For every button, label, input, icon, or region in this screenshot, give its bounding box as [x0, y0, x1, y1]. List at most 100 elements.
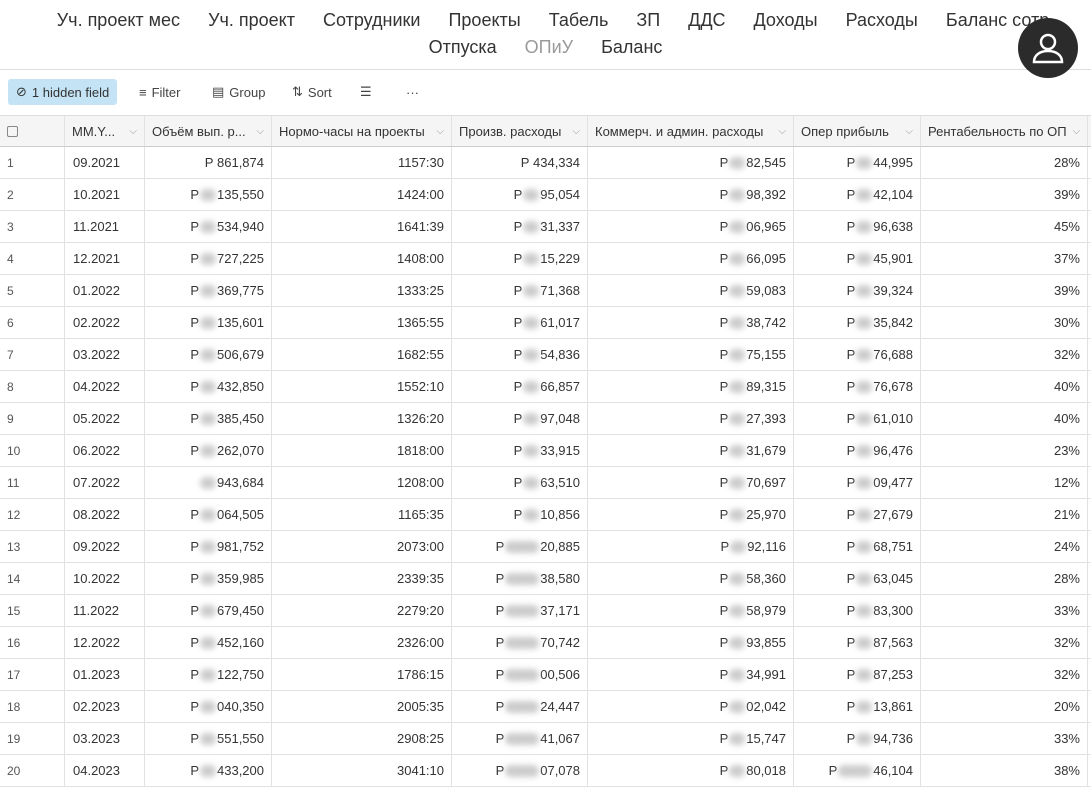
table-row[interactable]: 4 12.2021 Р 727,225 1408:00 Р 15,229 Р 66,095 Р 45… — [0, 243, 1091, 275]
table-cell[interactable]: 2073:00 — [272, 531, 452, 562]
table-cell[interactable]: 943,684 — [145, 467, 272, 498]
table-cell[interactable]: 10.2021 — [65, 179, 145, 210]
table-cell[interactable]: 20% — [921, 691, 1088, 722]
chevron-down-icon[interactable]: ⌵ — [778, 125, 786, 137]
table-cell[interactable]: Р 70,697 — [588, 467, 794, 498]
table-cell[interactable]: Р 359,985 — [145, 563, 272, 594]
table-cell[interactable]: 38% — [921, 755, 1088, 786]
table-cell[interactable]: 1818:00 — [272, 435, 452, 466]
table-cell[interactable]: Р 385,450 — [145, 403, 272, 434]
table-cell[interactable]: Р 20,885 — [452, 531, 588, 562]
table-cell[interactable]: 33% — [921, 595, 1088, 626]
nav-tab[interactable]: Сотрудники — [322, 10, 421, 30]
table-cell[interactable]: 01.2022 — [65, 275, 145, 306]
table-cell[interactable]: Р 24,447 — [452, 691, 588, 722]
table-cell[interactable]: 09.2021 — [65, 147, 145, 178]
table-cell[interactable]: 1408:00 — [272, 243, 452, 274]
select-all-checkbox[interactable] — [0, 116, 65, 146]
table-cell[interactable]: Р 75,155 — [588, 339, 794, 370]
table-row[interactable]: 15 11.2022 Р 679,450 2279:20 Р 37,171 Р 58,979 Р 8… — [0, 595, 1091, 627]
table-cell[interactable]: Р 58,360 — [588, 563, 794, 594]
table-cell[interactable]: 28% — [921, 563, 1088, 594]
table-cell[interactable]: 10.2022 — [65, 563, 145, 594]
table-cell[interactable]: Р 61,017 — [452, 307, 588, 338]
table-cell[interactable]: Р 135,550 — [145, 179, 272, 210]
nav-tab[interactable]: ЗП — [636, 10, 661, 30]
table-cell[interactable]: Р 27,393 — [588, 403, 794, 434]
table-cell[interactable]: Р 71,368 — [452, 275, 588, 306]
table-cell[interactable]: Р 13,861 — [794, 691, 921, 722]
table-cell[interactable]: Р 34,991 — [588, 659, 794, 690]
table-cell[interactable]: Р 506,679 — [145, 339, 272, 370]
nav-tab[interactable]: Расходы — [845, 10, 918, 30]
table-cell[interactable]: Р 432,850 — [145, 371, 272, 402]
column-header[interactable]: Коммерч. и админ. расходы ⌵ — [588, 116, 794, 146]
table-cell[interactable]: Р 61,010 — [794, 403, 921, 434]
table-cell[interactable]: 32% — [921, 339, 1088, 370]
column-header[interactable]: MM.Y... ⌵ — [65, 116, 145, 146]
table-row[interactable]: 17 01.2023 Р 122,750 1786:15 Р 00,506 Р 34,991 Р 8… — [0, 659, 1091, 691]
table-cell[interactable]: Р 63,510 — [452, 467, 588, 498]
table-cell[interactable]: 39% — [921, 275, 1088, 306]
table-cell[interactable]: Р 95,054 — [452, 179, 588, 210]
more-button[interactable]: ··· — [406, 84, 419, 100]
table-cell[interactable]: Р 040,350 — [145, 691, 272, 722]
table-cell[interactable]: 01.2023 — [65, 659, 145, 690]
table-cell[interactable]: 07.2022 — [65, 467, 145, 498]
table-cell[interactable]: Р 679,450 — [145, 595, 272, 626]
table-row[interactable]: 16 12.2022 Р 452,160 2326:00 Р 70,742 Р 93,855 Р 8… — [0, 627, 1091, 659]
table-cell[interactable]: 3041:10 — [272, 755, 452, 786]
nav-tab[interactable]: ДДС — [688, 10, 726, 30]
table-cell[interactable]: Р 369,775 — [145, 275, 272, 306]
table-cell[interactable]: Р 15,229 — [452, 243, 588, 274]
table-cell[interactable]: Р 262,070 — [145, 435, 272, 466]
table-cell[interactable]: Р 59,083 — [588, 275, 794, 306]
table-cell[interactable]: Р 434,334 — [452, 147, 588, 178]
column-header[interactable]: Произв. расходы ⌵ — [452, 116, 588, 146]
table-cell[interactable]: 40% — [921, 371, 1088, 402]
table-cell[interactable]: Р 38,580 — [452, 563, 588, 594]
table-cell[interactable]: 37% — [921, 243, 1088, 274]
chevron-down-icon[interactable]: ⌵ — [1072, 125, 1081, 137]
table-cell[interactable]: Р 94,736 — [794, 723, 921, 754]
table-cell[interactable]: 05.2022 — [65, 403, 145, 434]
table-row[interactable]: 7 03.2022 Р 506,679 1682:55 Р 54,836 Р 75,155 Р 76… — [0, 339, 1091, 371]
table-cell[interactable]: Р 37,171 — [452, 595, 588, 626]
table-cell[interactable]: 2339:35 — [272, 563, 452, 594]
table-cell[interactable]: Р 064,505 — [145, 499, 272, 530]
table-cell[interactable]: 32% — [921, 627, 1088, 658]
table-cell[interactable]: Р 07,078 — [452, 755, 588, 786]
column-header[interactable]: Нормо-часы на проекты ⌵ — [272, 116, 452, 146]
table-cell[interactable]: 39% — [921, 179, 1088, 210]
nav-tab[interactable]: Отпуска — [428, 37, 497, 57]
table-cell[interactable]: 04.2023 — [65, 755, 145, 786]
nav-tab[interactable]: Доходы — [753, 10, 818, 30]
table-cell[interactable]: Р 54,836 — [452, 339, 588, 370]
table-cell[interactable]: Р 15,747 — [588, 723, 794, 754]
table-cell[interactable]: 1786:15 — [272, 659, 452, 690]
table-row[interactable]: 18 02.2023 Р 040,350 2005:35 Р 24,447 Р 02,042 Р 1… — [0, 691, 1091, 723]
table-cell[interactable]: Р 122,750 — [145, 659, 272, 690]
chevron-down-icon[interactable]: ⌵ — [256, 125, 264, 137]
table-cell[interactable]: 32% — [921, 659, 1088, 690]
table-cell[interactable]: 2279:20 — [272, 595, 452, 626]
table-cell[interactable]: Р 551,550 — [145, 723, 272, 754]
nav-tab[interactable]: Проекты — [448, 10, 521, 30]
table-cell[interactable]: 24% — [921, 531, 1088, 562]
table-cell[interactable]: Р 42,104 — [794, 179, 921, 210]
table-cell[interactable]: Р 981,752 — [145, 531, 272, 562]
table-row[interactable]: 9 05.2022 Р 385,450 1326:20 Р 97,048 Р 27,393 Р 61… — [0, 403, 1091, 435]
table-row[interactable]: 10 06.2022 Р 262,070 1818:00 Р 33,915 Р 31,679 Р 9… — [0, 435, 1091, 467]
nav-tab[interactable]: Уч. проект мес — [56, 10, 181, 30]
user-avatar[interactable] — [1018, 18, 1078, 78]
table-row[interactable]: 11 07.2022 943,684 1208:00 Р 63,510 Р 70,697 Р 09… — [0, 467, 1091, 499]
table-cell[interactable]: Р 31,679 — [588, 435, 794, 466]
table-cell[interactable]: Р 534,940 — [145, 211, 272, 242]
sort-button[interactable]: ⇅ Sort — [292, 84, 332, 100]
table-row[interactable]: 12 08.2022 Р 064,505 1165:35 Р 10,856 Р 25,970 Р 2… — [0, 499, 1091, 531]
chevron-down-icon[interactable]: ⌵ — [436, 125, 444, 137]
table-cell[interactable]: Р 76,688 — [794, 339, 921, 370]
table-cell[interactable]: Р 89,315 — [588, 371, 794, 402]
table-cell[interactable]: 1165:35 — [272, 499, 452, 530]
nav-tab[interactable]: Баланс — [601, 37, 663, 57]
